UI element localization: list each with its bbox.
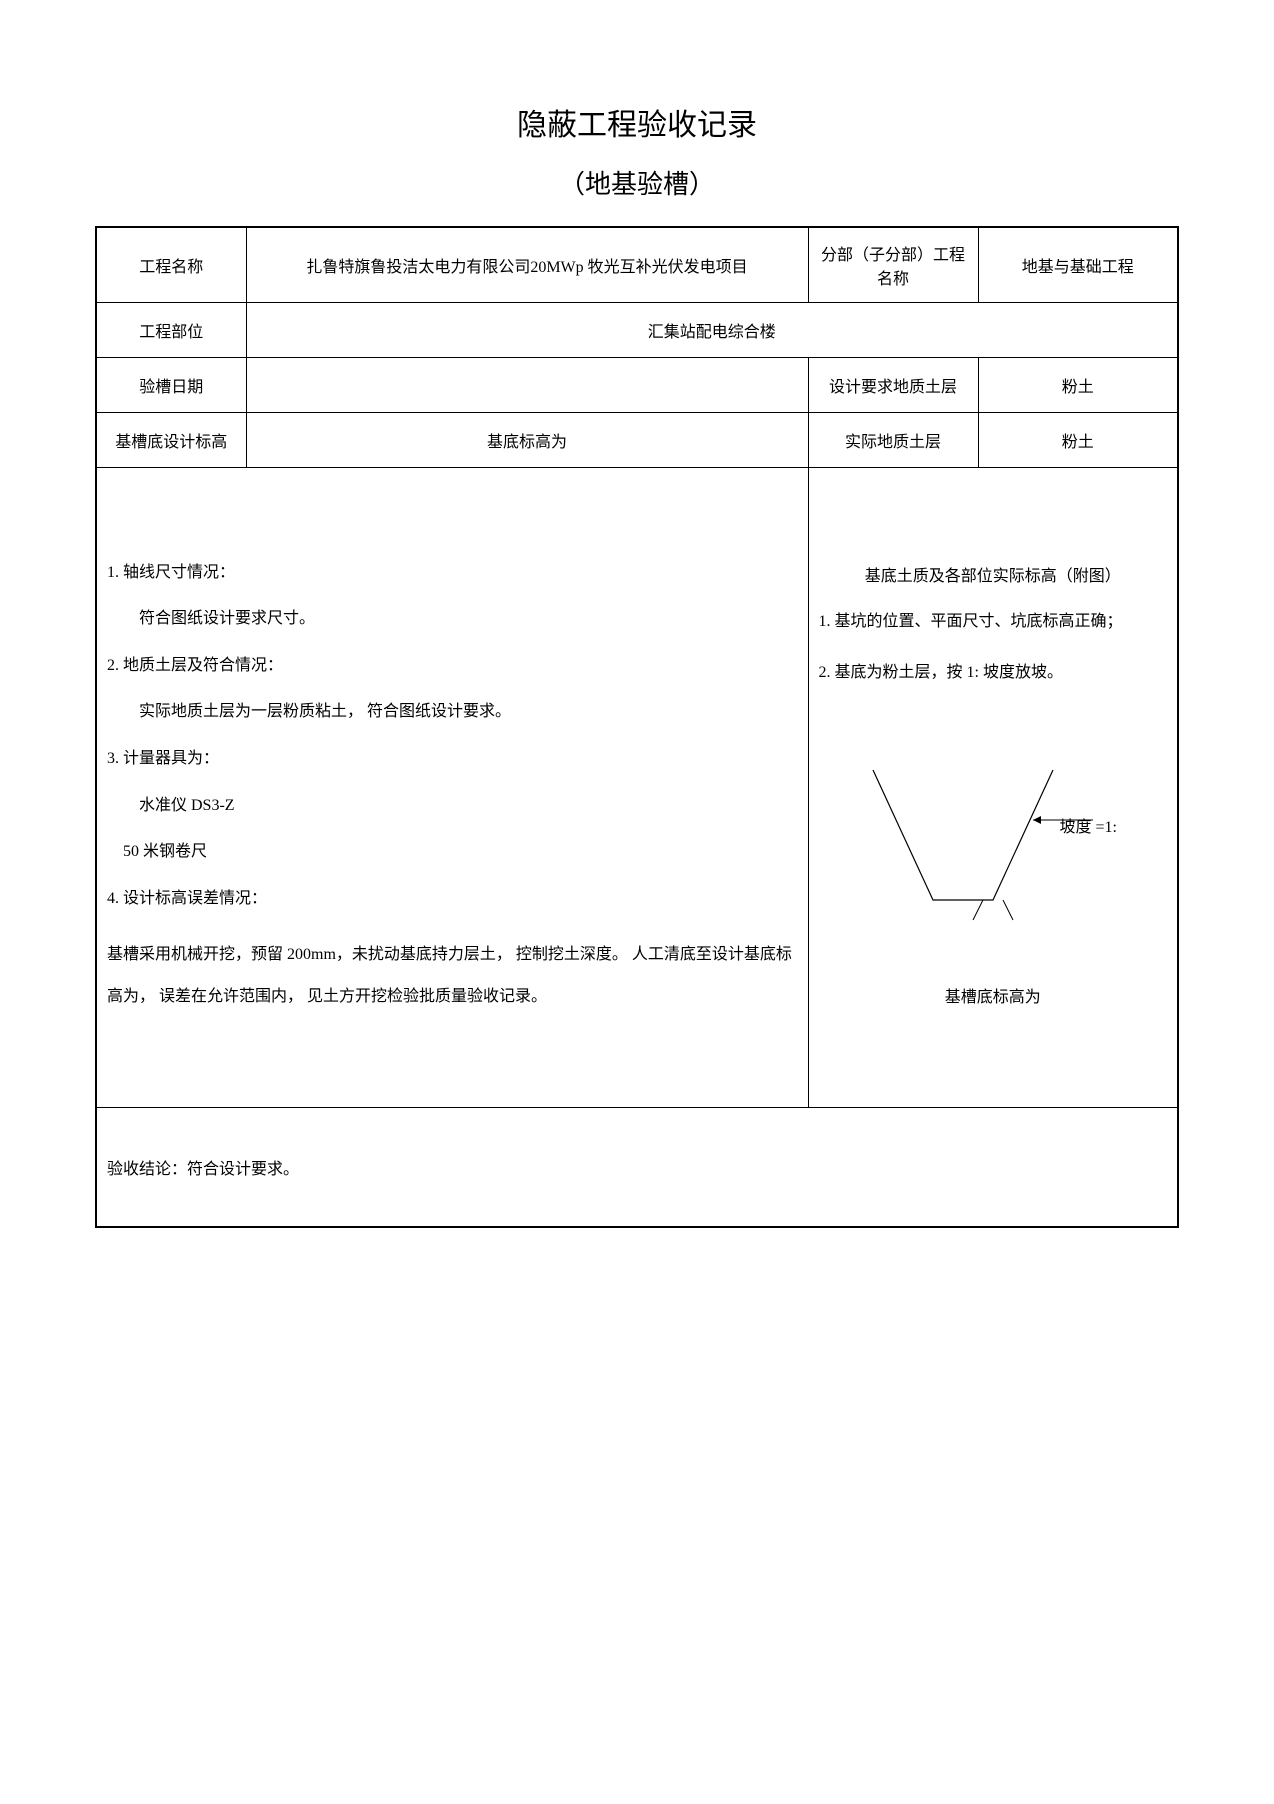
inspection-date-label: 验槽日期	[96, 357, 246, 412]
diagram-heading: 基底土质及各部位实际标高（附图）	[819, 559, 1168, 594]
inspection-table: 工程名称 扎鲁特旗鲁投洁太电力有限公司20MWp 牧光互补光伏发电项目 分部（子…	[95, 226, 1179, 1228]
conclusion-cell: 验收结论：符合设计要求。	[96, 1107, 1178, 1227]
right-detail-cell: 基底土质及各部位实际标高（附图） 1. 基坑的位置、平面尺寸、坑底标高正确； 2…	[808, 467, 1178, 1107]
subproject-label: 分部（子分部）工程名称	[808, 227, 978, 302]
table-row: 验槽日期 设计要求地质土层 粉土	[96, 357, 1178, 412]
inspection-date-value	[246, 357, 808, 412]
design-elevation-value: 基底标高为	[246, 412, 808, 467]
item1-content: 符合图纸设计要求尺寸。	[107, 598, 798, 640]
slope-label: 坡度 =1:	[1060, 810, 1117, 845]
item2-content: 实际地质土层为一层粉质粘土， 符合图纸设计要求。	[107, 691, 798, 733]
document-title: 隐蔽工程验收记录	[95, 100, 1179, 144]
table-row: 基槽底设计标高 基底标高为 实际地质土层 粉土	[96, 412, 1178, 467]
table-row: 验收结论：符合设计要求。	[96, 1107, 1178, 1227]
item3-content2: 50 米钢卷尺	[107, 831, 798, 873]
item4-content: 基槽采用机械开挖，预留 200mm，未扰动基底持力层土， 控制挖土深度。 人工清…	[107, 934, 798, 1017]
bottom-elevation-label: 基槽底标高为	[819, 980, 1168, 1015]
item4-title: 4. 设计标高误差情况：	[107, 878, 798, 920]
design-soil-value: 粉土	[978, 357, 1178, 412]
actual-soil-value: 粉土	[978, 412, 1178, 467]
item1-title: 1. 轴线尺寸情况：	[107, 552, 798, 594]
project-name-value: 扎鲁特旗鲁投洁太电力有限公司20MWp 牧光互补光伏发电项目	[246, 227, 808, 302]
item3-content1: 水准仪 DS3-Z	[107, 785, 798, 827]
project-part-label: 工程部位	[96, 302, 246, 357]
subproject-value: 地基与基础工程	[978, 227, 1178, 302]
project-part-value: 汇集站配电综合楼	[246, 302, 1178, 357]
project-name-label: 工程名称	[96, 227, 246, 302]
table-row: 1. 轴线尺寸情况： 符合图纸设计要求尺寸。 2. 地质土层及符合情况： 实际地…	[96, 467, 1178, 1107]
design-soil-label: 设计要求地质土层	[808, 357, 978, 412]
diagram-container: 坡度 =1:	[819, 750, 1168, 950]
actual-soil-label: 实际地质土层	[808, 412, 978, 467]
right-item2: 2. 基底为粉土层，按 1: 坡度放坡。	[819, 655, 1168, 690]
left-detail-cell: 1. 轴线尺寸情况： 符合图纸设计要求尺寸。 2. 地质土层及符合情况： 实际地…	[96, 467, 808, 1107]
item2-title: 2. 地质土层及符合情况：	[107, 645, 798, 687]
design-elevation-label: 基槽底设计标高	[96, 412, 246, 467]
item3-title: 3. 计量器具为：	[107, 738, 798, 780]
document-subtitle: （地基验槽）	[95, 164, 1179, 201]
table-row: 工程名称 扎鲁特旗鲁投洁太电力有限公司20MWp 牧光互补光伏发电项目 分部（子…	[96, 227, 1178, 302]
table-row: 工程部位 汇集站配电综合楼	[96, 302, 1178, 357]
right-item1: 1. 基坑的位置、平面尺寸、坑底标高正确；	[819, 604, 1168, 639]
